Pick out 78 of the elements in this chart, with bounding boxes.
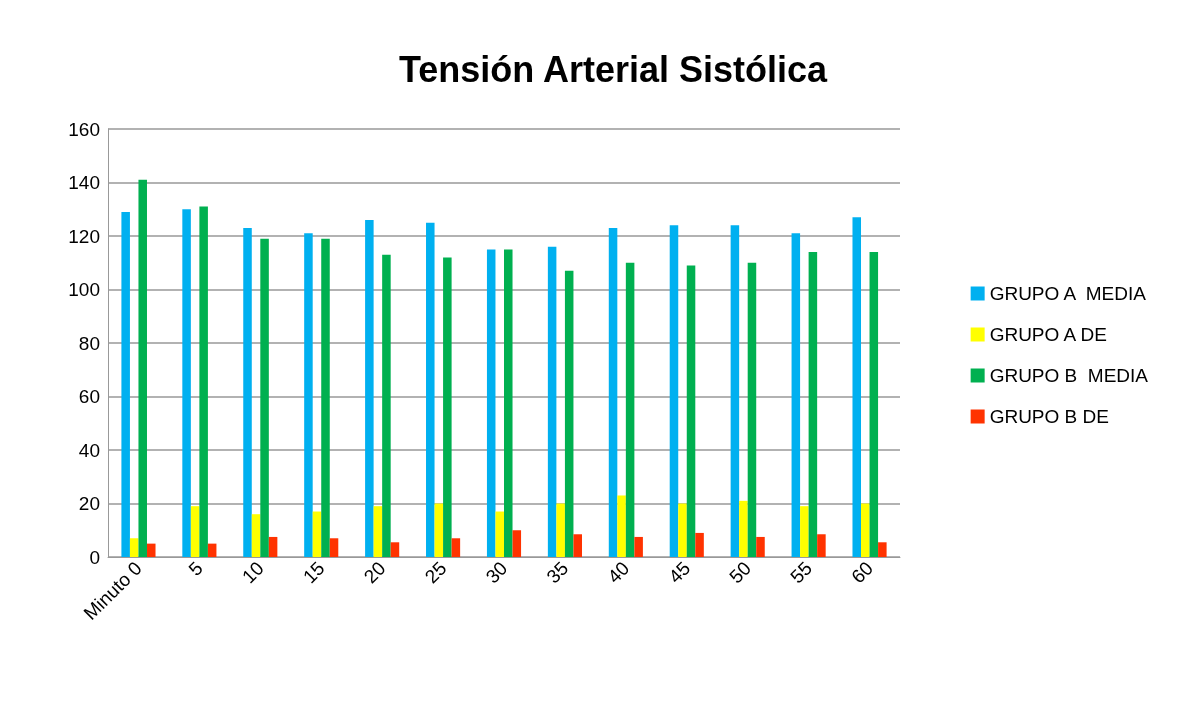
bar	[564, 270, 574, 557]
legend-label: GRUPO A MEDIA	[989, 283, 1147, 304]
bar	[138, 179, 147, 557]
bar	[861, 503, 870, 557]
x-tick-label: 45	[664, 557, 695, 588]
bar	[312, 511, 322, 557]
bar	[695, 532, 704, 557]
bar	[547, 246, 557, 557]
x-tick-label: 25	[420, 557, 451, 588]
y-tick-label: 120	[68, 225, 100, 247]
bar	[182, 209, 191, 557]
x-tick-label: 15	[298, 557, 329, 588]
bar	[121, 211, 130, 557]
bar	[434, 503, 444, 557]
bar	[329, 538, 339, 557]
bar	[739, 500, 748, 557]
bar	[808, 252, 818, 557]
x-tick-label: 40	[603, 557, 634, 588]
y-tick-label: 140	[68, 172, 100, 193]
bar	[608, 227, 618, 557]
legend-label: GRUPO B DE	[989, 406, 1109, 427]
bar	[669, 225, 679, 557]
x-tick-label: 10	[237, 557, 268, 588]
bar	[443, 257, 452, 557]
y-tick-label: 20	[78, 493, 100, 514]
bar	[791, 233, 801, 557]
bar	[199, 206, 208, 557]
bar	[365, 219, 374, 557]
x-tick-label: 35	[542, 557, 573, 588]
bar	[495, 511, 504, 557]
bar	[817, 534, 826, 557]
bar	[390, 542, 400, 557]
bar	[634, 536, 643, 557]
bar	[678, 503, 687, 557]
bar	[451, 538, 461, 557]
y-tick-label: 100	[68, 279, 100, 300]
bar	[512, 530, 522, 557]
bar	[146, 543, 156, 557]
chart-title: Tensión Arterial Sistólica	[398, 48, 829, 90]
bar	[190, 506, 200, 557]
x-tick-label: 20	[359, 557, 390, 588]
bar	[625, 262, 635, 557]
x-tick-label: 60	[847, 557, 877, 588]
bar	[373, 506, 383, 557]
bar	[747, 262, 757, 557]
bar	[800, 506, 809, 557]
bar	[878, 542, 887, 557]
x-tick-label: 55	[786, 557, 817, 588]
y-tick-label: 40	[78, 439, 100, 461]
y-tick-label: 0	[89, 546, 100, 568]
bar	[852, 217, 862, 557]
legend-label: GRUPO A DE	[989, 324, 1107, 345]
x-tick-label: 50	[725, 557, 756, 588]
bar	[129, 538, 139, 557]
bar	[730, 225, 740, 557]
x-tick-label: 30	[481, 557, 512, 588]
bar	[556, 503, 565, 557]
bar	[207, 543, 217, 557]
bar	[486, 249, 496, 557]
bar	[382, 254, 391, 557]
bar	[243, 227, 252, 557]
bar	[426, 222, 435, 557]
y-tick-label: 60	[78, 386, 100, 407]
x-tick-label: 5	[184, 557, 207, 580]
bar	[617, 495, 626, 557]
bar	[869, 252, 879, 557]
bar	[504, 249, 513, 557]
y-tick-label: 80	[78, 332, 100, 354]
bar	[260, 238, 269, 557]
legend-label: GRUPO B MEDIA	[989, 365, 1149, 386]
bar	[573, 534, 582, 557]
bar	[268, 536, 278, 557]
y-tick-label: 160	[68, 118, 100, 140]
bar	[251, 514, 261, 557]
bar	[321, 238, 330, 557]
bar	[304, 233, 313, 557]
bar	[686, 265, 696, 557]
bar	[756, 536, 765, 557]
